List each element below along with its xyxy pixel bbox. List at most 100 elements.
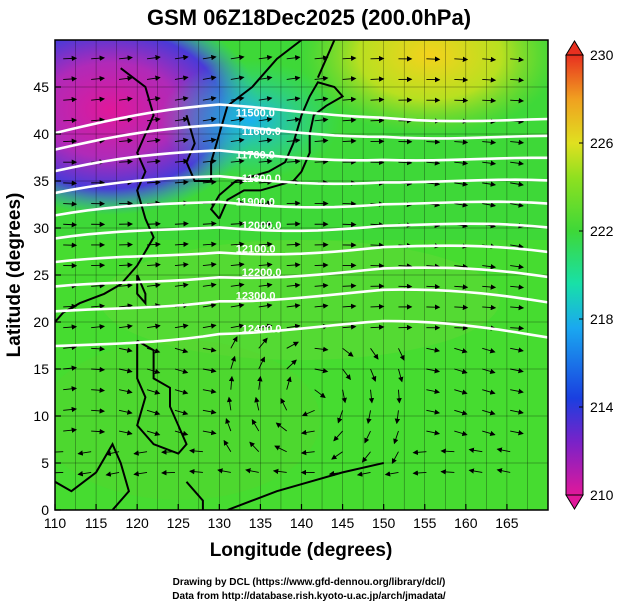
wind-arrow	[202, 116, 217, 123]
wind-arrow	[510, 325, 525, 331]
wind-arrow	[286, 303, 301, 309]
wind-arrow	[91, 75, 105, 82]
wind-arrow	[91, 346, 106, 352]
wind-arrow	[55, 471, 64, 474]
wind-arrow	[230, 302, 245, 309]
wind-arrow	[63, 96, 78, 103]
wind-arrow	[482, 139, 497, 145]
wind-arrow	[63, 76, 78, 82]
wind-arrow	[118, 409, 133, 415]
wind-arrow	[286, 359, 297, 370]
height-contours: 11500.0 11600.0 11700.0 11800.0 11900.0 12000…	[55, 103, 548, 348]
chart-title: GSM 06Z18Dec2025 (200.0hPa)	[147, 5, 471, 30]
wind-arrow	[366, 410, 372, 425]
wind-arrow	[147, 179, 161, 186]
wind-arrow	[174, 137, 189, 144]
wind-arrow	[202, 262, 217, 268]
wind-arrow	[119, 282, 133, 289]
wind-arrow	[202, 137, 217, 143]
wind-arrow	[258, 200, 273, 206]
wind-arrow	[286, 96, 301, 102]
wind-arrow	[482, 389, 496, 395]
wind-arrow	[202, 221, 217, 227]
wind-arrow	[258, 282, 273, 288]
wind-arrow	[426, 347, 441, 353]
wind-arrow	[91, 324, 105, 330]
wind-arrow	[118, 368, 133, 374]
wind-arrow	[333, 430, 343, 442]
wind-arrow	[146, 323, 161, 329]
x-tick-label: 130	[208, 515, 232, 531]
wind-arrow	[510, 388, 524, 394]
wind-arrow	[174, 75, 189, 81]
x-tick-label: 145	[331, 515, 355, 531]
y-axis: 0 5 10 15 20 25 30 35 40 45	[33, 79, 61, 518]
wind-arrow	[510, 347, 524, 353]
colorbar-tick-label: 210	[590, 487, 614, 503]
wind-arrow	[91, 96, 105, 102]
wind-arrow	[412, 449, 427, 456]
wind-arrow	[370, 368, 377, 382]
height-contour	[55, 103, 548, 135]
wind-arrow	[342, 368, 351, 381]
wind-arrow	[426, 368, 441, 374]
height-contour	[55, 149, 548, 173]
wind-arrow	[482, 284, 497, 290]
wind-arrow	[440, 448, 455, 454]
wind-arrow	[454, 430, 468, 437]
wind-arrow	[342, 283, 357, 289]
wind-arrow	[202, 409, 217, 415]
colorbar-min-triangle	[565, 494, 584, 510]
wind-arrow	[342, 55, 357, 61]
x-tick-label: 160	[454, 515, 478, 531]
coastlines	[55, 40, 384, 510]
wind-arrow	[286, 117, 301, 123]
wind-arrow	[146, 55, 161, 61]
wind-arrow	[146, 262, 161, 268]
wind-arrow	[230, 262, 245, 268]
wind-arrow	[77, 471, 92, 477]
wind-arrow	[119, 138, 133, 144]
wind-arrow	[230, 158, 245, 164]
wind-arrow	[280, 397, 288, 411]
wind-arrow	[342, 138, 357, 144]
wind-arrow	[482, 430, 496, 437]
wind-arrow	[314, 282, 329, 289]
y-axis-label: Latitude (degrees)	[4, 193, 25, 358]
colorbar-max-triangle	[565, 40, 584, 56]
x-tick-label: 165	[495, 515, 519, 531]
wind-arrow	[496, 468, 511, 474]
y-tick-label: 10	[33, 408, 49, 424]
wind-arrow	[468, 468, 483, 474]
coastline	[55, 67, 155, 323]
y-tick-label: 20	[33, 314, 49, 330]
wind-arrow	[230, 54, 245, 61]
wind-arrow	[119, 158, 133, 165]
footer-source: Data from http://database.rish.kyoto-u.a…	[172, 591, 446, 602]
wind-arrow	[202, 323, 217, 329]
wind-arrow	[398, 348, 405, 361]
wind-arrow	[482, 56, 497, 63]
x-tick-label: 135	[249, 515, 273, 531]
wind-arrow	[342, 76, 357, 82]
coastline	[136, 274, 147, 306]
wind-arrow	[370, 97, 385, 103]
wind-arrow	[146, 409, 161, 416]
y-tick-label: 30	[33, 220, 49, 236]
height-contour	[55, 174, 548, 195]
wind-arrow	[258, 241, 273, 248]
wind-arrow	[510, 264, 524, 270]
wind-arrow	[146, 282, 161, 288]
wind-arrow	[119, 75, 133, 82]
wind-arrow	[314, 303, 329, 309]
wind-arrow	[454, 202, 469, 208]
wind-arrow	[174, 96, 189, 102]
wind-arrow	[258, 54, 273, 61]
wind-arrow	[258, 96, 273, 102]
wind-arrow	[174, 389, 189, 395]
wind-arrow	[426, 430, 441, 436]
wind-arrow	[254, 396, 260, 411]
wind-arrow	[63, 201, 78, 207]
wind-arrow	[454, 263, 469, 270]
wind-arrow	[314, 138, 329, 144]
